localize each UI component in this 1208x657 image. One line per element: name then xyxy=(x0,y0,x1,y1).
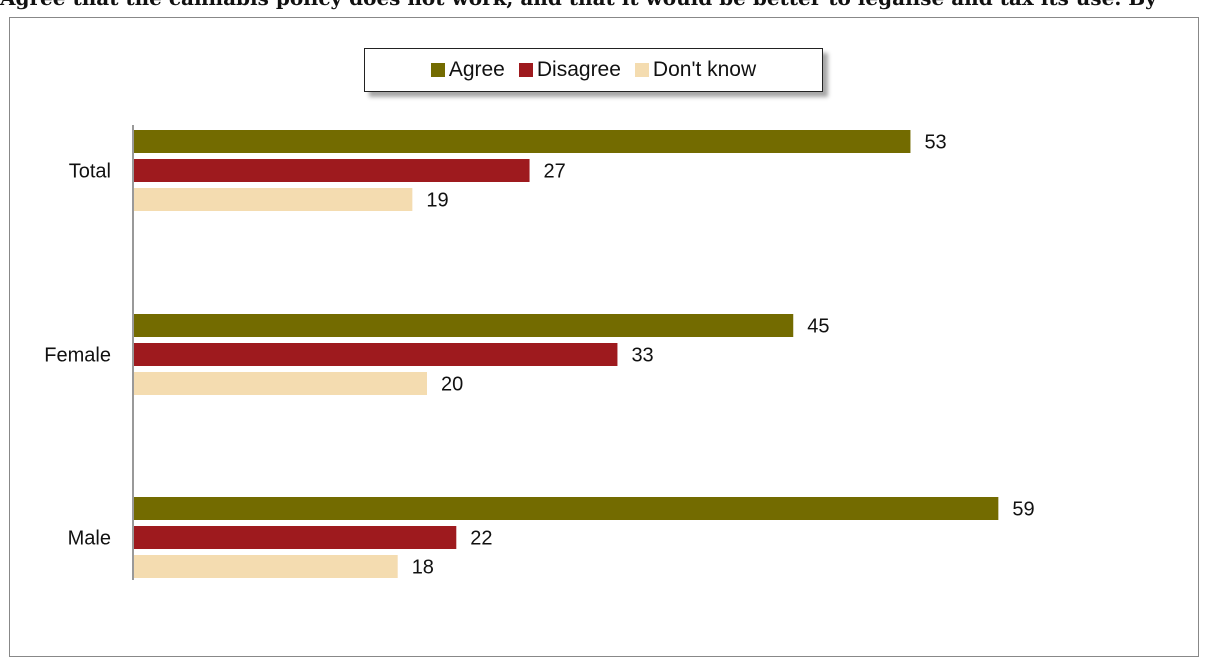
data-label-agree-female: 45 xyxy=(807,316,829,338)
category-label-total: Total xyxy=(69,161,111,183)
data-label-disagree-male: 22 xyxy=(470,528,492,550)
bar-agree-male xyxy=(134,497,999,520)
chart-legend: Agree Disagree Don't know xyxy=(364,48,823,92)
figure-heading: Agree that the cannabis policy does not … xyxy=(0,0,1208,10)
data-label-don-t-know-male: 18 xyxy=(412,557,434,579)
data-label-disagree-total: 27 xyxy=(544,161,566,183)
legend-swatch-agree xyxy=(430,63,445,77)
bar-disagree-male xyxy=(134,526,457,549)
data-label-agree-total: 53 xyxy=(924,132,946,154)
bar-don-t-know-male xyxy=(134,555,398,578)
category-label-female: Female xyxy=(44,345,111,367)
legend-item-don-t-know: Don't know xyxy=(634,58,757,82)
data-label-agree-male: 59 xyxy=(1012,499,1034,521)
legend-label-disagree: Disagree xyxy=(536,58,621,81)
legend-item-agree: Agree xyxy=(430,58,505,82)
data-label-don-t-know-female: 20 xyxy=(441,374,463,396)
legend-label-agree: Agree xyxy=(448,58,505,81)
data-label-don-t-know-total: 19 xyxy=(426,190,448,212)
bar-agree-female xyxy=(134,314,794,337)
legend-label-don-t-know: Don't know xyxy=(652,58,757,81)
data-label-disagree-female: 33 xyxy=(631,345,653,367)
bar-don-t-know-female xyxy=(134,372,427,395)
bar-disagree-total xyxy=(134,159,530,182)
legend-swatch-don-t-know xyxy=(634,63,649,77)
category-label-male: Male xyxy=(68,528,111,550)
legend-item-disagree: Disagree xyxy=(518,58,621,82)
bar-don-t-know-total xyxy=(134,188,413,211)
bar-disagree-female xyxy=(134,343,618,366)
legend-swatch-disagree xyxy=(518,63,533,77)
bar-agree-total xyxy=(134,130,911,153)
